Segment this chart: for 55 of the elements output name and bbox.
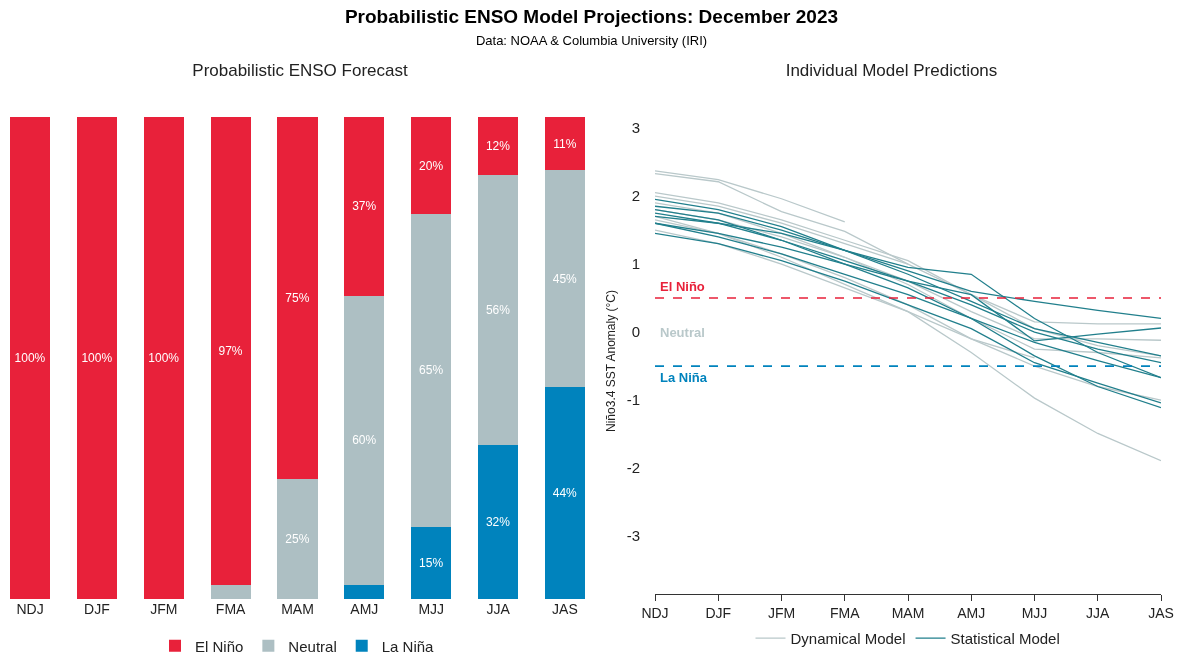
legend-label: Dynamical Model (790, 630, 906, 648)
y-tick-label: -3 (626, 527, 640, 545)
x-tick-label: MAM (281, 601, 314, 617)
data-label: 45% (552, 271, 578, 286)
data-label: 60% (352, 433, 377, 448)
y-tick-label: 2 (631, 187, 640, 205)
data-label: 32% (485, 514, 511, 529)
x-tick-label: MJJ (1021, 604, 1048, 621)
y-tick-label: 0 (631, 323, 640, 341)
data-label: 37% (352, 199, 377, 214)
x-tick-label: DJF (705, 604, 732, 621)
y-tick-label: 1 (631, 255, 640, 273)
data-label: 100% (81, 351, 113, 366)
data-label: 20% (419, 158, 444, 173)
x-tick-label: MAM (891, 604, 925, 621)
x-tick-label: FMA (829, 604, 861, 621)
legend-label: Statistical Model (950, 630, 1060, 648)
data-label: 97% (218, 343, 243, 358)
x-tick-label: FMA (215, 601, 247, 617)
x-tick-label: AMJ (957, 604, 986, 621)
x-tick-label: JFM (767, 604, 796, 621)
y-axis-title: Niño3.4 SST Anomaly (°C) (603, 290, 618, 432)
annotation: Neutral (660, 325, 705, 340)
data-label: 100% (148, 351, 180, 366)
text: Probabilistic ENSO Model Projections: December 2023 (343, 6, 840, 28)
data-label: 100% (14, 351, 46, 366)
x-tick-label: JJA (486, 601, 511, 617)
data-label: 15% (419, 555, 444, 570)
legend-label: El Niño (195, 637, 244, 655)
x-tick-label: JAS (1148, 604, 1174, 621)
data-label: 44% (552, 486, 578, 501)
data-label: 11% (553, 136, 577, 151)
data-label: 56% (485, 303, 511, 318)
x-tick-label: AMJ (350, 601, 379, 617)
x-tick-label: MJJ (418, 601, 445, 617)
legend-label: Neutral (288, 637, 337, 655)
x-tick-label: JFM (150, 601, 178, 617)
legend-label: La Niña (381, 637, 435, 655)
x-tick-label: JJA (1086, 604, 1111, 621)
data-label: 25% (285, 531, 310, 546)
y-tick-label: -1 (626, 391, 640, 409)
x-tick-label: DJF (84, 601, 110, 617)
ref-line-label: La Niña (660, 370, 708, 385)
y-tick-label: 3 (631, 119, 640, 137)
text: Data: NOAA & Columbia University (IRI) (474, 33, 709, 48)
data-label: 12% (485, 139, 511, 154)
data-label: 75% (285, 290, 310, 305)
data-label: 65% (419, 363, 444, 378)
x-tick-label: JAS (552, 601, 578, 617)
y-tick-label: -2 (626, 459, 640, 477)
chart-title: Probabilistic ENSO Forecast (192, 61, 408, 81)
x-tick-label: NDJ (641, 604, 669, 621)
x-tick-label: NDJ (16, 601, 44, 617)
chart-title: Individual Model Predictions (785, 61, 998, 81)
ref-line-label: El Niño (660, 279, 705, 294)
